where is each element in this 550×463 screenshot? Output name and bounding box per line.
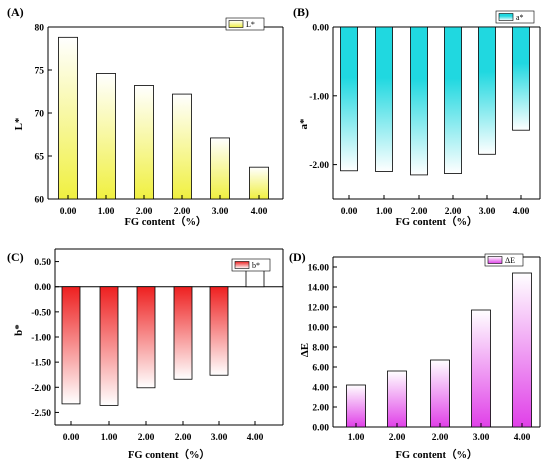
x-tick-label: 4.00 (513, 207, 530, 217)
bar (134, 85, 154, 200)
bar (471, 309, 491, 428)
legend-label: b* (252, 261, 260, 270)
legend-label: a* (516, 13, 524, 22)
bar (61, 286, 81, 405)
panel-c: -2.50 -2.00 -1.50 -1.00 -0.50 0.00 0.50 0.00 1.0… (7, 248, 284, 461)
bar (340, 26, 358, 172)
bar (512, 272, 532, 428)
y-tick-label: 70 (35, 110, 45, 120)
x-tick-label: 3.00 (479, 207, 496, 217)
panel-label: (A) (7, 5, 24, 19)
legend: ΔE (484, 253, 524, 267)
bar (430, 359, 450, 428)
legend-swatch (228, 20, 244, 28)
y-tick-label: -2.50 (31, 409, 51, 419)
x-tick-label: 2.00 (138, 433, 155, 443)
y-tick-label: 80 (35, 24, 45, 34)
y-tick-label: 4.00 (312, 384, 329, 394)
x-tick-label: 2.00 (445, 207, 462, 217)
x-tick-label: 2.00 (389, 433, 406, 443)
panel-d: 0.00 2.00 4.00 6.00 8.00 10.00 12.00 14.00 16.00… (289, 250, 541, 461)
bar (58, 36, 78, 200)
x-tick-label: 2.00 (136, 207, 153, 217)
x-tick-label: 3.00 (473, 433, 490, 443)
bar (209, 286, 229, 376)
x-tick-label: 4.00 (514, 433, 531, 443)
panel-label: (C) (7, 250, 24, 264)
panel-b: -2.00 -1.00 0.00 0.00 1.00 2.00 2.00 3.00 4.00 FG… (293, 5, 541, 228)
y-tick-label: 6.00 (312, 364, 329, 374)
y-tick-label: -1.00 (31, 334, 51, 344)
x-tick-label: 0.00 (60, 207, 77, 217)
x-tick-label: 4.00 (247, 433, 264, 443)
x-axis-label: FG content（%） (396, 215, 478, 228)
x-tick-label: 1.00 (376, 207, 393, 217)
panel-label: (B) (293, 5, 309, 19)
y-axis-label: a* (298, 118, 310, 130)
y-tick-label: -0.50 (31, 308, 51, 318)
legend-swatch (234, 261, 250, 269)
y-axis-label: L* (13, 117, 25, 130)
y-tick-label: 16.00 (308, 264, 330, 274)
legend-swatch (498, 13, 514, 21)
bar (96, 73, 116, 200)
y-tick-label: 2.00 (312, 404, 329, 414)
legend: L* (225, 17, 265, 31)
y-tick-label: -1.50 (31, 359, 51, 369)
x-tick-label: 1.00 (101, 433, 118, 443)
x-tick-label: 1.00 (98, 207, 115, 217)
bar (444, 26, 462, 174)
bar (249, 166, 269, 200)
bar (172, 93, 192, 200)
x-tick-label: 0.00 (341, 207, 358, 217)
x-tick-label: 1.00 (348, 433, 365, 443)
x-tick-label: 2.00 (432, 433, 449, 443)
y-tick-label: 0.00 (312, 424, 329, 434)
y-tick-label: -2.00 (31, 384, 51, 394)
x-tick-label: 3.00 (211, 433, 228, 443)
bar (387, 370, 407, 428)
panel-a: 60 65 70 75 80 0.00 1.00 2.00 2.00 3.00 4.00 FG con… (7, 5, 284, 228)
bar (99, 286, 119, 406)
legend-label: L* (246, 20, 255, 29)
panel-label: (D) (289, 250, 306, 264)
x-axis-label: FG content（%） (128, 448, 210, 461)
y-tick-label: 60 (35, 196, 45, 206)
legend-swatch (487, 256, 503, 264)
bar (136, 286, 156, 389)
x-axis-label: FG content（%） (396, 448, 478, 461)
y-tick-label: -2.00 (309, 161, 329, 171)
x-axis-label: FG content（%） (125, 215, 207, 228)
y-tick-label: 75 (35, 67, 45, 77)
x-tick-label: 2.00 (411, 207, 428, 217)
legend: b* (231, 258, 271, 272)
y-axis-label: ΔE (299, 343, 311, 357)
x-tick-label: 2.00 (175, 433, 192, 443)
x-tick-label: 3.00 (212, 207, 229, 217)
bar (478, 26, 496, 155)
y-tick-label: -1.00 (309, 92, 329, 102)
bar (375, 26, 393, 172)
y-tick-label: 8.00 (312, 344, 329, 354)
y-tick-label: 0.00 (34, 283, 51, 293)
bar (346, 384, 366, 428)
y-axis-label: b* (13, 324, 25, 336)
bar (410, 26, 428, 176)
x-tick-label: 2.00 (174, 207, 191, 217)
bar (173, 286, 193, 380)
legend: a* (495, 10, 535, 24)
y-tick-label: 0.50 (34, 258, 51, 268)
x-tick-label: 4.00 (251, 207, 268, 217)
bar (210, 137, 230, 200)
y-tick-label: 0.00 (312, 24, 329, 34)
x-tick-label: 0.00 (63, 433, 80, 443)
y-tick-label: 12.00 (308, 304, 330, 314)
legend-label: ΔE (505, 256, 515, 265)
bar (512, 26, 530, 131)
y-tick-label: 65 (35, 153, 45, 163)
y-tick-label: 10.00 (308, 324, 330, 334)
y-tick-label: 14.00 (308, 284, 330, 294)
